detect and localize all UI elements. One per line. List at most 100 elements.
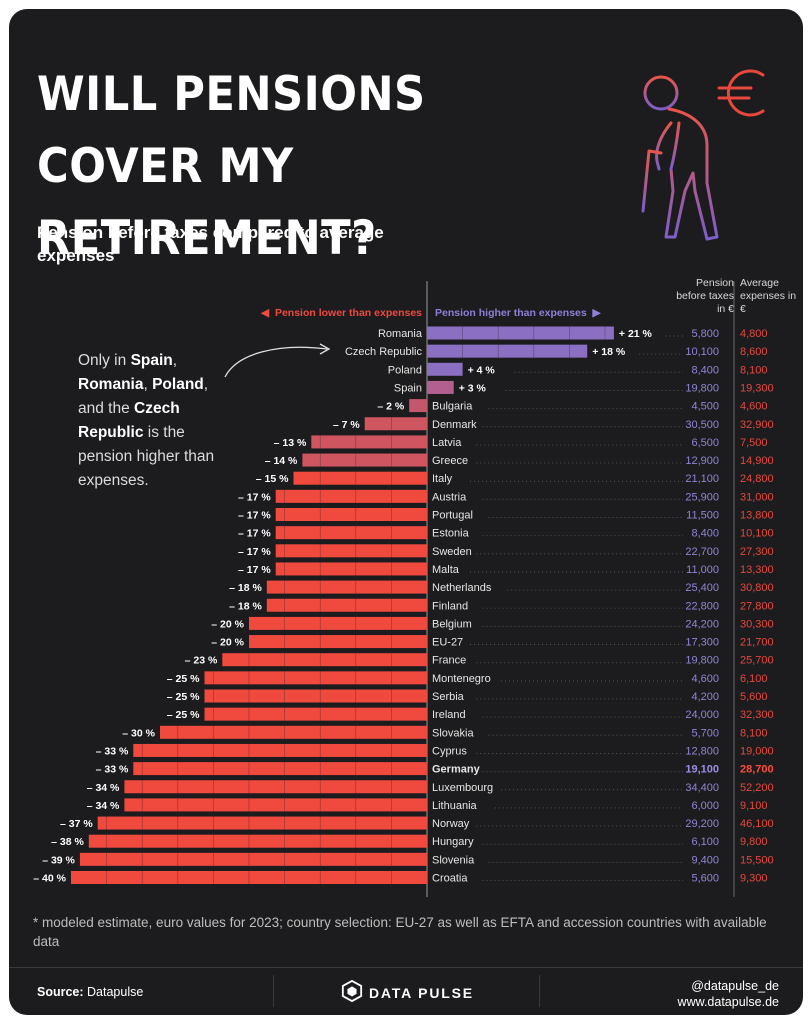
country-label: Lithuania xyxy=(432,800,478,812)
bar-eu-27 xyxy=(249,635,427,649)
bar-slovenia xyxy=(79,852,428,866)
data-label: – 17 % xyxy=(238,564,271,576)
pension-value: 9,400 xyxy=(691,854,719,866)
country-label: Ireland xyxy=(432,709,466,721)
country-label: Latvia xyxy=(432,437,462,449)
pension-column-header: Pension before taxes in € xyxy=(676,277,734,315)
data-label: – 38 % xyxy=(51,836,84,848)
bar-bulgaria xyxy=(409,399,427,413)
pension-value: 11,500 xyxy=(686,510,719,522)
country-label: Czech Republic xyxy=(345,346,423,358)
pension-value: 34,400 xyxy=(685,782,719,794)
elderly-person-with-cane-icon xyxy=(621,61,786,246)
pension-value: 8,400 xyxy=(691,364,719,376)
bar-slovakia xyxy=(160,725,427,739)
note-country: Romania xyxy=(78,376,144,393)
note-text: , xyxy=(172,352,178,369)
country-label: Serbia xyxy=(432,691,465,703)
bar-croatia xyxy=(71,871,427,884)
data-label: – 13 % xyxy=(274,437,307,449)
bar-montenegro xyxy=(204,671,427,685)
expenses-value: 32,900 xyxy=(740,419,774,431)
data-label: – 17 % xyxy=(238,510,271,522)
data-label: – 40 % xyxy=(33,873,66,885)
footer-divider xyxy=(9,967,803,968)
expenses-value: 19,000 xyxy=(740,745,774,757)
data-label: – 2 % xyxy=(377,401,405,413)
pension-value: 5,700 xyxy=(691,727,719,739)
data-label: + 21 % xyxy=(619,328,653,340)
data-label: – 18 % xyxy=(229,582,262,594)
bar-latvia xyxy=(311,435,427,449)
expenses-value: 52,200 xyxy=(740,782,774,794)
country-label: Poland xyxy=(388,364,422,376)
country-label: France xyxy=(432,655,466,667)
note-text: is the pension higher than expenses. xyxy=(78,424,215,489)
subtitle: Pension before taxes compared to average… xyxy=(37,223,384,265)
expenses-value: 15,500 xyxy=(740,854,774,866)
data-label: – 25 % xyxy=(167,673,200,685)
data-label: – 17 % xyxy=(238,491,271,503)
country-label: Denmark xyxy=(432,419,477,431)
expenses-value: 32,300 xyxy=(740,709,774,721)
note-country: Poland xyxy=(152,376,204,393)
website-link[interactable]: www.datapulse.de xyxy=(677,995,779,1009)
bar-denmark xyxy=(364,417,427,431)
expenses-value: 4,600 xyxy=(740,401,768,413)
data-label: – 25 % xyxy=(167,709,200,721)
data-label: + 4 % xyxy=(468,364,496,376)
data-label: + 3 % xyxy=(459,382,487,394)
pension-value: 19,800 xyxy=(685,382,719,394)
bar-italy xyxy=(293,471,427,485)
annotation-arrowhead xyxy=(319,343,331,355)
country-label: Luxembourg xyxy=(432,782,493,794)
data-label: – 17 % xyxy=(238,546,271,558)
expenses-value: 10,100 xyxy=(740,528,774,540)
data-label: – 34 % xyxy=(87,782,120,794)
bar-lithuania xyxy=(124,798,428,812)
infographic-card: WILL PENSIONS COVER MY RETIREMENT? Pensi… xyxy=(9,9,803,1015)
bar-portugal xyxy=(275,508,427,521)
source: Source: Datapulse xyxy=(37,985,143,999)
pension-value: 8,400 xyxy=(691,528,719,540)
legend-lower-label: Pension lower than expenses xyxy=(274,307,422,319)
annotation-arrow xyxy=(224,346,328,378)
bar-luxembourg xyxy=(124,780,428,794)
country-label: Italy xyxy=(432,473,453,485)
expenses-value: 9,300 xyxy=(740,873,768,885)
expenses-value: 30,300 xyxy=(740,618,774,630)
country-label: Germany xyxy=(432,764,481,776)
expenses-value: 28,700 xyxy=(740,764,774,776)
data-label: – 18 % xyxy=(229,600,262,612)
legend-higher-label: Pension higher than expenses xyxy=(435,307,587,319)
expenses-value: 8,100 xyxy=(740,364,768,376)
euro-sign-icon xyxy=(717,69,765,117)
country-label: Sweden xyxy=(432,546,472,558)
expenses-value: 8,100 xyxy=(740,727,768,739)
pension-value: 25,400 xyxy=(685,582,719,594)
country-label: Montenegro xyxy=(432,673,491,685)
data-label: – 39 % xyxy=(42,854,75,866)
country-label: EU-27 xyxy=(432,637,463,649)
country-label: Austria xyxy=(432,491,467,503)
bar-cyprus xyxy=(133,743,428,757)
pension-value: 29,200 xyxy=(685,818,719,830)
pension-value: 22,800 xyxy=(685,600,719,612)
bar-belgium xyxy=(249,616,427,630)
data-label: – 20 % xyxy=(211,618,244,630)
bar-austria xyxy=(275,489,427,503)
footer-separator xyxy=(539,975,540,1007)
country-label: Cyprus xyxy=(432,745,467,757)
country-label: Spain xyxy=(394,382,422,394)
expenses-value: 19,300 xyxy=(740,382,774,394)
country-label: Hungary xyxy=(432,836,474,848)
expenses-value: 8,600 xyxy=(740,346,768,358)
bar-czech-republic xyxy=(427,344,588,358)
pension-value: 24,200 xyxy=(685,618,719,630)
note-text: Only in xyxy=(78,352,131,369)
social-handle[interactable]: @datapulse_de xyxy=(691,979,779,993)
source-value: Datapulse xyxy=(87,985,144,999)
pension-value: 4,200 xyxy=(691,691,719,703)
bar-estonia xyxy=(275,526,427,540)
expenses-value: 31,000 xyxy=(740,491,774,503)
